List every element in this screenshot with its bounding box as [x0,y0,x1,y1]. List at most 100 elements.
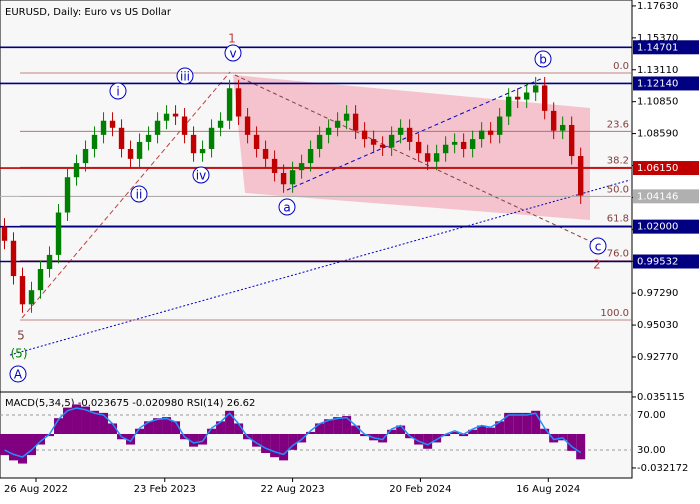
fib-label: 61.8 [607,214,629,225]
wave-label: 5 [17,329,25,343]
wave-circle [176,67,194,85]
wave-label: A [14,368,23,382]
candle-body [460,141,467,149]
plot-area [0,0,633,479]
macd-bar [423,433,433,449]
candle-body [91,134,98,149]
level-label: 1.12140 [637,78,678,89]
candle-body [388,134,395,148]
candle-body [271,158,278,173]
macd-bar [567,433,577,451]
x-tick-label: 16 Aug 2024 [516,484,580,495]
y-tick-label: 1.15370 [637,33,678,44]
candle-body [334,120,341,128]
candle-body [280,172,287,185]
candle-body [199,148,206,154]
macd-bar [0,433,10,456]
y-tick-label: -0.032172 [637,463,688,474]
candle-body [64,177,71,213]
candle-body [487,130,494,135]
candle-body [244,116,251,135]
fib-label: 76.0 [607,249,629,260]
candle-body [541,85,548,111]
macd-bar [468,429,478,434]
candle-body [37,269,44,291]
macd-bar [387,429,397,434]
macd-bar [540,428,550,434]
level-box [633,161,699,176]
macd-bar [99,412,109,434]
macd-bar [306,431,316,434]
macd-bar [261,433,271,453]
candle-body [55,212,62,255]
candle-body [253,134,260,149]
candle-body [28,290,35,305]
macd-bar [108,423,118,434]
level-label: 1.14701 [637,42,678,53]
trend-line [9,179,631,356]
macd-bar [288,433,298,450]
level-box [633,40,699,55]
candle-body [361,130,368,140]
candle-body [235,88,242,117]
macd-bar [9,433,19,461]
x-tick-label: 26 Aug 2022 [4,484,68,495]
candle-body [478,130,485,140]
macd-bar [153,418,163,434]
wave-label: c [595,240,602,254]
chart-title: EURUSD, Daily: Euro vs US Dollar [5,7,172,18]
macd-bar [351,425,361,434]
macd-bar [90,410,100,434]
macd-bar [18,433,28,464]
y-tick-label: 1.08590 [637,129,678,140]
macd-bar [189,433,199,447]
candle-body [505,96,512,117]
rsi-line [4,407,582,458]
candle-body [154,120,161,135]
macd-bar [396,425,406,434]
candle-body [181,116,188,135]
wave-circle [130,185,148,203]
candle-body [424,153,431,162]
macd-bar [216,421,226,434]
x-tick-label: 20 Feb 2024 [389,484,451,495]
candle-body [370,139,377,145]
y2-tick-label: 70.00 [637,410,666,421]
level-label: 0.99532 [637,256,678,267]
macd-bar [450,431,460,434]
macd-bar [333,417,343,434]
level-box [633,219,699,234]
indicator-title: MACD(5,34,5) -0.023675 -0.020980 RSI(14)… [5,398,255,409]
wave-label: 2 [593,258,601,272]
macd-bar [63,407,73,434]
wave-circle [278,198,296,216]
y2-tick-label: 30.00 [637,445,666,456]
candle-body [496,116,503,135]
macd-bar [315,423,325,434]
candle-body [208,127,215,149]
macd-bar [576,433,586,460]
wave-circle [224,44,242,62]
candle-body [262,148,269,159]
fib-label: 0.0 [613,61,629,72]
candle-body [550,110,557,131]
y-tick-label: 1.17630 [637,1,678,12]
candle-body [316,134,323,149]
wave-label: ii [136,188,143,202]
level-box [633,76,699,91]
macd-bar [198,433,208,445]
candle-body [298,163,305,171]
candle-body [514,96,521,100]
macd-bar [81,406,91,434]
macd-bar [54,418,64,434]
candle-body [442,144,449,154]
wave-circle [192,166,210,184]
wave-label: i [116,85,119,99]
fib-label: 38.2 [607,155,629,166]
candle-body [343,113,350,121]
macd-bar [378,433,388,443]
macd-bar [477,425,487,434]
level-box [633,189,699,204]
macd-bar [270,433,280,458]
